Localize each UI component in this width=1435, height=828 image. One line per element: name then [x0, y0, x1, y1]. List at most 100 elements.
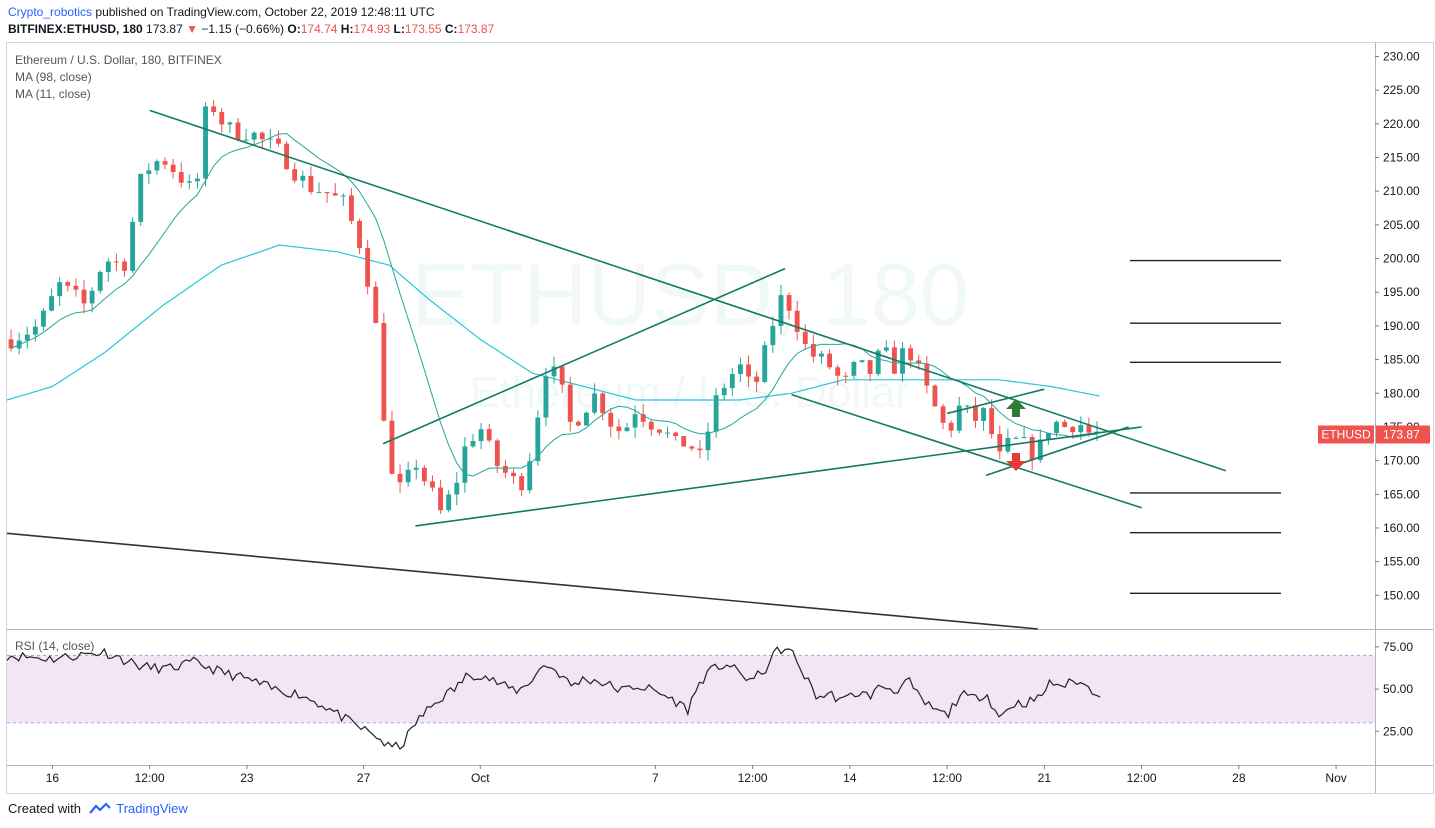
down-arrow-icon: ▼	[186, 22, 198, 36]
price-tick-label: 160.00	[1383, 521, 1420, 535]
candle-body	[340, 195, 346, 197]
horizontal-levels	[1129, 259, 1281, 595]
time-tick-label: 27	[357, 771, 371, 785]
candle-body	[1013, 437, 1019, 439]
candle-body	[454, 482, 460, 495]
candle-body	[592, 393, 597, 413]
author-link[interactable]: Crypto_robotics	[8, 5, 93, 19]
ma11-line	[10, 132, 1098, 477]
candle-body	[430, 481, 435, 488]
candle-body	[438, 487, 444, 511]
time-tick-label: 16	[46, 771, 60, 785]
candle-body	[381, 322, 387, 421]
created-with-label: Created with	[8, 801, 81, 816]
candle-body	[665, 432, 670, 434]
candle-body	[154, 161, 160, 171]
candle-body	[559, 366, 565, 385]
tradingview-logo-icon[interactable]	[88, 801, 115, 816]
close-value: 173.87	[457, 22, 495, 36]
watermark-description: Ethereum / U.S. Dollar	[470, 368, 910, 417]
rsi-legend[interactable]: RSI (14, close)	[15, 639, 94, 653]
candle-body	[681, 436, 687, 447]
up-arrow-icon[interactable]	[1006, 399, 1026, 417]
ma98-legend[interactable]: MA (98, close)	[15, 70, 92, 84]
candle-body	[989, 408, 995, 435]
candle-body	[113, 261, 119, 263]
candle-body	[754, 376, 760, 382]
candle-body	[130, 221, 136, 271]
candle-body	[697, 448, 703, 451]
candle-body	[705, 431, 711, 451]
candle-body	[535, 417, 541, 462]
rsi-tick-label: 25.00	[1383, 724, 1413, 738]
candle-body	[519, 476, 525, 491]
candle-body	[689, 446, 695, 449]
falling-channel-bottom	[791, 393, 1142, 509]
high-value: 174.93	[353, 22, 391, 36]
candle-body	[32, 326, 38, 335]
time-tick-label: 12:00	[738, 771, 768, 785]
candle-body	[462, 446, 468, 483]
candle-body	[746, 364, 751, 377]
chart-header: Crypto_robotics published on TradingView…	[8, 4, 494, 38]
candle-body	[940, 406, 946, 423]
candle-body	[794, 310, 800, 332]
series-legend-title[interactable]: Ethereum / U.S. Dollar, 180, BITFINEX	[15, 53, 222, 67]
candle-body	[729, 373, 735, 389]
rsi-band	[7, 655, 1375, 723]
time-tick-label: Nov	[1325, 771, 1346, 785]
candle-body	[259, 132, 265, 140]
candle-body	[916, 360, 922, 364]
symbol-label[interactable]: BITFINEX:ETHUSD, 180	[8, 22, 143, 36]
candle-body	[446, 494, 452, 511]
candle-body	[1062, 421, 1068, 427]
time-tick-label: 7	[652, 771, 659, 785]
time-tick-label: Oct	[471, 771, 490, 785]
candle-body	[357, 220, 362, 248]
candle-body	[835, 367, 841, 376]
candle-body	[349, 195, 354, 221]
candle-body	[640, 414, 646, 422]
trendlines[interactable]	[6, 109, 1227, 630]
candle-body	[673, 432, 679, 437]
candle-body	[251, 132, 257, 140]
candle-body	[827, 353, 833, 368]
lower-wedge-line	[415, 426, 1142, 527]
price-tick-label: 170.00	[1383, 454, 1420, 468]
candle-body	[948, 422, 954, 431]
tradingview-brand[interactable]: TradingView	[116, 801, 188, 816]
candle-body	[859, 360, 865, 362]
candle-body	[551, 366, 557, 377]
price-tag-symbol: ETHUSD	[1321, 428, 1371, 442]
candle-body	[624, 427, 630, 432]
candle-body	[146, 170, 152, 174]
candle-body	[276, 138, 281, 144]
ma11-legend[interactable]: MA (11, close)	[15, 87, 91, 101]
watermark-symbol: ETHUSD, 180	[411, 245, 969, 344]
candle-body	[243, 139, 249, 141]
candle-body	[89, 290, 95, 304]
candle-body	[616, 426, 622, 432]
time-tick-label: 12:00	[932, 771, 962, 785]
candle-body	[900, 348, 905, 374]
candles	[8, 100, 1100, 514]
candle-body	[49, 296, 55, 311]
candle-body	[122, 261, 127, 271]
candle-body	[470, 440, 476, 447]
down-arrow-icon[interactable]	[1006, 453, 1026, 471]
candle-body	[1094, 431, 1100, 433]
candle-body	[762, 345, 768, 382]
time-tick-label: 12:00	[1127, 771, 1157, 785]
candle-body	[308, 175, 314, 193]
candle-body	[195, 178, 200, 182]
candle-body	[478, 429, 484, 441]
candle-body	[494, 440, 500, 466]
candle-body	[721, 388, 727, 396]
price-tick-label: 205.00	[1383, 218, 1420, 232]
candle-body	[648, 421, 654, 430]
candle-body	[170, 164, 176, 173]
time-tick-label: 14	[843, 771, 857, 785]
price-tick-label: 210.00	[1383, 184, 1420, 198]
low-label: L:	[393, 22, 405, 36]
